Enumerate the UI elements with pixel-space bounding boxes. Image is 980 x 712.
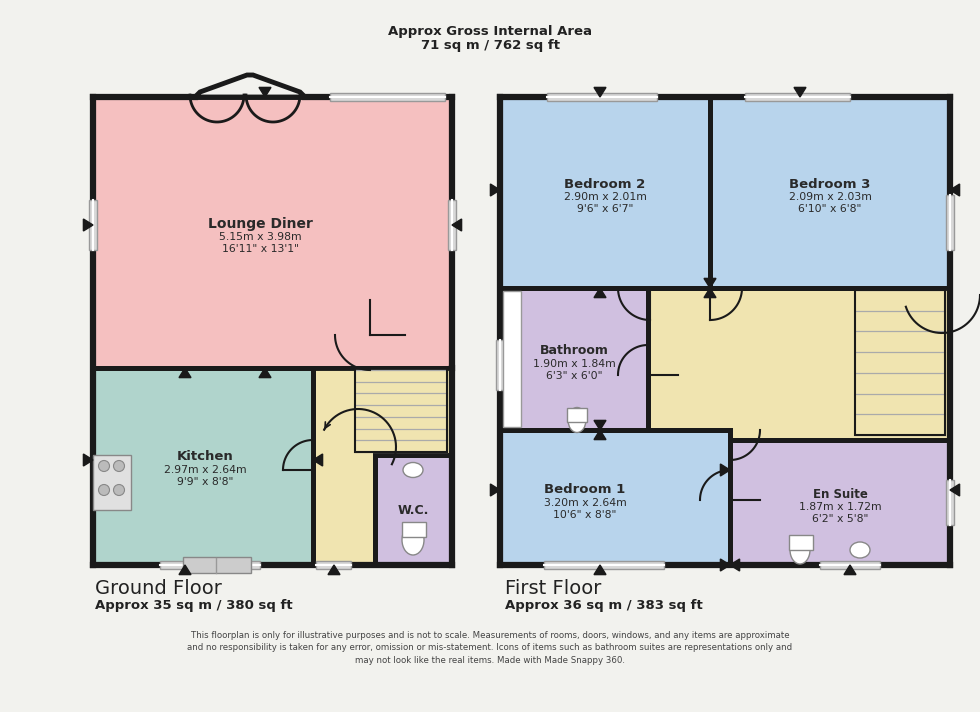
- Text: 16'11" x 13'1": 16'11" x 13'1": [221, 244, 299, 254]
- Polygon shape: [950, 484, 959, 496]
- Text: Approx 36 sq m / 383 sq ft: Approx 36 sq m / 383 sq ft: [505, 599, 703, 612]
- Polygon shape: [259, 368, 271, 377]
- Bar: [567, 408, 587, 422]
- Polygon shape: [259, 88, 271, 97]
- Text: 6'2" x 5'8": 6'2" x 5'8": [811, 515, 868, 525]
- Polygon shape: [490, 484, 500, 496]
- Text: Approx 35 sq m / 380 sq ft: Approx 35 sq m / 380 sq ft: [95, 599, 293, 612]
- Bar: [820, 561, 880, 569]
- Text: 6'3" x 6'0": 6'3" x 6'0": [546, 371, 603, 381]
- Bar: [355, 368, 447, 452]
- Bar: [946, 480, 954, 525]
- Polygon shape: [720, 559, 730, 571]
- Text: Lounge Diner: Lounge Diner: [208, 217, 313, 231]
- Polygon shape: [195, 75, 305, 97]
- Bar: [160, 561, 260, 569]
- Bar: [448, 200, 456, 250]
- Text: 2.90m x 2.01m: 2.90m x 2.01m: [564, 192, 647, 202]
- Text: 9'6" x 6'7": 9'6" x 6'7": [577, 204, 633, 214]
- Text: 2.97m x 2.64m: 2.97m x 2.64m: [164, 465, 246, 475]
- Text: Approx Gross Internal Area: Approx Gross Internal Area: [388, 26, 592, 38]
- Text: 1.90m x 1.84m: 1.90m x 1.84m: [532, 359, 615, 369]
- Polygon shape: [648, 288, 950, 440]
- Ellipse shape: [402, 525, 424, 555]
- Bar: [500, 430, 730, 565]
- Bar: [93, 97, 452, 368]
- Bar: [402, 522, 426, 537]
- Text: 10'6" x 8'8": 10'6" x 8'8": [554, 510, 616, 520]
- Polygon shape: [720, 464, 730, 476]
- Text: 5.15m x 3.98m: 5.15m x 3.98m: [219, 232, 301, 242]
- Polygon shape: [328, 565, 340, 575]
- Polygon shape: [950, 184, 959, 196]
- Polygon shape: [704, 288, 716, 298]
- Bar: [500, 288, 648, 430]
- Bar: [93, 455, 131, 510]
- Polygon shape: [594, 430, 606, 439]
- Bar: [503, 291, 521, 427]
- Bar: [93, 368, 313, 565]
- Bar: [183, 557, 251, 573]
- Text: 1.87m x 1.72m: 1.87m x 1.72m: [799, 503, 881, 513]
- Bar: [547, 93, 657, 101]
- Bar: [89, 200, 97, 250]
- Bar: [313, 368, 452, 565]
- Text: Bathroom: Bathroom: [540, 345, 609, 357]
- Polygon shape: [452, 219, 462, 231]
- Polygon shape: [594, 420, 606, 430]
- Bar: [330, 93, 445, 101]
- Text: 6'10" x 6'8": 6'10" x 6'8": [799, 204, 861, 214]
- Bar: [710, 97, 950, 288]
- Text: Bedroom 2: Bedroom 2: [564, 178, 646, 191]
- Bar: [946, 195, 954, 250]
- Text: Kitchen: Kitchen: [176, 451, 233, 464]
- Polygon shape: [594, 565, 606, 575]
- Polygon shape: [594, 88, 606, 97]
- Polygon shape: [179, 368, 191, 377]
- Bar: [375, 455, 452, 565]
- Bar: [496, 340, 504, 390]
- Polygon shape: [594, 288, 606, 298]
- Bar: [544, 561, 664, 569]
- Circle shape: [99, 461, 110, 471]
- Polygon shape: [730, 559, 740, 571]
- Ellipse shape: [850, 542, 870, 558]
- Circle shape: [99, 484, 110, 496]
- Text: Bedroom 1: Bedroom 1: [544, 483, 625, 496]
- Text: 71 sq m / 762 sq ft: 71 sq m / 762 sq ft: [420, 38, 560, 51]
- Text: 3.20m x 2.64m: 3.20m x 2.64m: [544, 498, 626, 508]
- Bar: [500, 97, 710, 288]
- Polygon shape: [313, 454, 322, 466]
- Text: First Floor: First Floor: [505, 578, 602, 597]
- Ellipse shape: [790, 536, 810, 564]
- Ellipse shape: [403, 463, 423, 478]
- Polygon shape: [844, 565, 856, 575]
- Text: 9'9" x 8'8": 9'9" x 8'8": [176, 477, 233, 487]
- Text: Ground Floor: Ground Floor: [95, 578, 221, 597]
- Bar: [745, 93, 850, 101]
- Bar: [789, 535, 813, 550]
- Bar: [316, 561, 351, 569]
- Polygon shape: [83, 454, 93, 466]
- Polygon shape: [704, 278, 716, 288]
- Text: This floorplan is only for illustrative purposes and is not to scale. Measuremen: This floorplan is only for illustrative …: [187, 631, 793, 665]
- Bar: [730, 440, 950, 565]
- Polygon shape: [83, 219, 93, 231]
- Polygon shape: [794, 88, 806, 97]
- Text: W.C.: W.C.: [397, 503, 428, 516]
- Text: 2.09m x 2.03m: 2.09m x 2.03m: [789, 192, 871, 202]
- Ellipse shape: [568, 407, 586, 432]
- Polygon shape: [490, 184, 500, 196]
- Circle shape: [114, 484, 124, 496]
- Bar: [855, 290, 945, 435]
- Polygon shape: [179, 565, 191, 575]
- Text: Bedroom 3: Bedroom 3: [789, 178, 870, 191]
- Text: En Suite: En Suite: [812, 488, 867, 501]
- Circle shape: [114, 461, 124, 471]
